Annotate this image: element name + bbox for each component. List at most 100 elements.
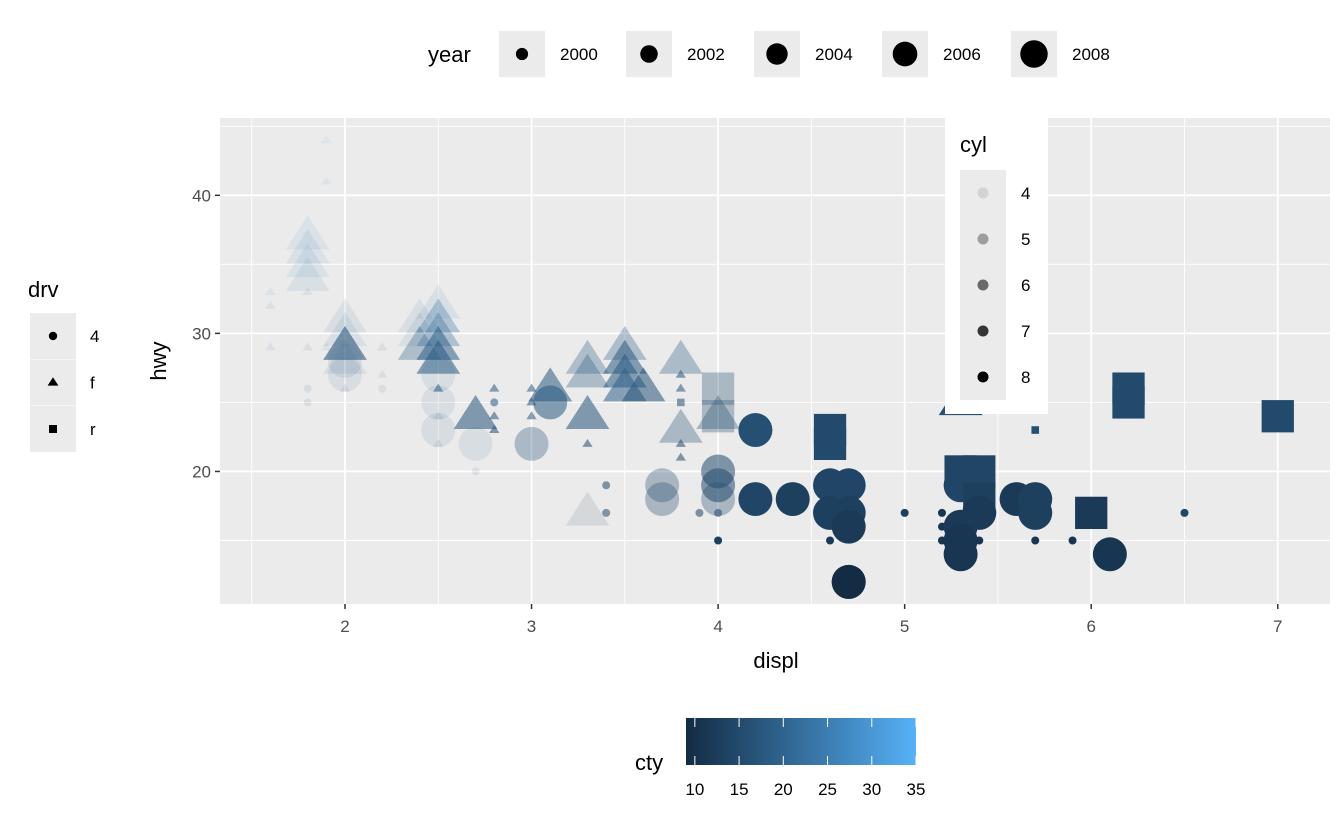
data-point	[526, 411, 537, 420]
y-tick-label: 40	[192, 186, 211, 205]
year-legend-label: 2008	[1072, 45, 1110, 64]
data-point	[813, 413, 847, 447]
data-point	[328, 357, 362, 392]
drv-legend-key-square	[49, 425, 57, 433]
data-point	[265, 286, 276, 295]
year-legend-key	[515, 47, 529, 61]
data-point	[701, 372, 735, 405]
x-tick-label: 7	[1273, 617, 1282, 636]
data-point	[321, 342, 332, 351]
cyl-legend-key	[977, 371, 989, 383]
year-legend: year 2000 2002 2004 2006 2008	[428, 31, 1110, 77]
data-point	[514, 426, 549, 461]
data-point	[565, 491, 610, 526]
cyl-legend-label: 6	[1021, 276, 1030, 295]
y-tick-label: 20	[192, 462, 211, 481]
cyl-legend-key	[977, 325, 989, 337]
data-point	[321, 135, 332, 144]
data-point	[1075, 496, 1108, 530]
cyl-legend-key-bg	[960, 170, 1006, 216]
data-point	[602, 508, 611, 517]
data-point	[714, 536, 723, 545]
data-point	[975, 536, 984, 545]
data-point	[416, 339, 461, 374]
x-tick-label: 3	[527, 617, 536, 636]
data-point	[302, 342, 313, 351]
year-legend-key	[640, 45, 658, 63]
drv-legend-label: 4	[90, 327, 99, 346]
plot-panel	[220, 118, 1330, 604]
data-point	[701, 400, 735, 433]
data-point	[943, 537, 978, 572]
year-legend-label: 2000	[560, 45, 598, 64]
data-point	[963, 455, 996, 488]
year-legend-label: 2002	[687, 45, 725, 64]
cty-colorbar	[686, 718, 916, 765]
data-point	[416, 298, 461, 333]
data-point	[378, 384, 387, 393]
x-axis-label: displ	[753, 648, 798, 673]
axes: 2 3 4 5 6 7 20 30 40	[192, 186, 1282, 636]
data-point	[489, 425, 500, 434]
data-point	[526, 383, 537, 392]
data-point	[658, 339, 703, 374]
data-point	[582, 438, 593, 447]
data-point	[676, 398, 685, 407]
data-point	[285, 243, 330, 278]
cyl-legend-key	[977, 279, 989, 291]
data-point	[645, 482, 680, 517]
data-point	[565, 394, 610, 429]
data-point	[831, 564, 866, 599]
data-point	[285, 229, 330, 264]
data-point	[826, 536, 835, 545]
data-point	[1180, 508, 1189, 517]
data-point	[303, 384, 312, 393]
data-point	[416, 284, 461, 319]
cty-legend-label: 15	[730, 780, 749, 799]
cty-legend-label: 10	[685, 780, 704, 799]
data-point	[1018, 495, 1053, 530]
data-point	[900, 508, 909, 517]
y-tick-label: 30	[192, 324, 211, 343]
data-point	[323, 325, 367, 360]
data-point	[714, 508, 723, 517]
data-points	[265, 135, 1294, 599]
data-point	[265, 300, 276, 309]
data-point	[621, 367, 666, 402]
drv-legend: drv 4 f r	[28, 277, 99, 452]
data-point	[565, 353, 610, 388]
data-point	[696, 394, 740, 429]
cty-legend-title: cty	[635, 750, 663, 775]
data-point	[675, 452, 686, 461]
data-point	[675, 383, 686, 392]
year-legend-key	[892, 41, 918, 67]
x-tick-label: 4	[713, 617, 722, 636]
data-point	[397, 312, 442, 347]
cyl-legend-key	[977, 233, 989, 245]
data-point	[1092, 537, 1127, 572]
data-point	[453, 394, 498, 429]
data-point	[645, 468, 680, 503]
year-legend-label: 2006	[943, 45, 981, 64]
data-point	[489, 383, 500, 392]
data-point	[323, 298, 367, 333]
data-point	[377, 369, 388, 378]
cyl-legend-key	[977, 187, 989, 199]
drv-legend-label: f	[90, 374, 95, 393]
data-point	[602, 481, 611, 490]
cyl-legend-key-bg	[960, 216, 1006, 262]
cty-legend-label: 35	[907, 780, 926, 799]
drv-legend-key-triangle	[47, 377, 59, 386]
year-legend-title: year	[428, 42, 471, 67]
data-point	[377, 342, 388, 351]
data-point	[1261, 400, 1294, 433]
cty-legend-label: 25	[818, 780, 837, 799]
data-point	[701, 482, 736, 517]
data-point	[397, 298, 442, 333]
data-point	[695, 508, 704, 517]
x-tick-label: 5	[900, 617, 909, 636]
data-point	[421, 385, 456, 420]
data-point	[528, 367, 573, 402]
data-point	[285, 256, 330, 291]
